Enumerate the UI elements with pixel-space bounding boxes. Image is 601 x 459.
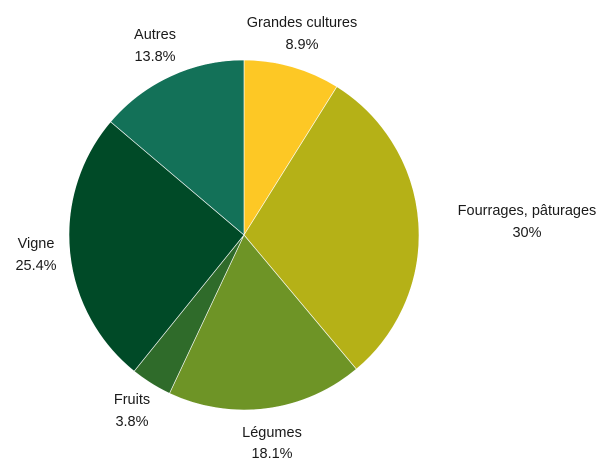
pie-slice-grandes-cultures [243, 59, 338, 237]
slice-label-legumes: Légumes 18.1% [242, 425, 302, 459]
slice-name-grandes-cultures: Grandes cultures [247, 15, 357, 31]
slice-label-autres: Autres 13.8% [134, 27, 176, 65]
slice-value-autres: 13.8% [134, 49, 175, 65]
slice-name-fruits: Fruits [114, 392, 150, 408]
slice-label-fourrages: Fourrages, pâturages 30% [458, 203, 597, 241]
slice-label-fruits: Fruits 3.8% [114, 392, 150, 430]
slice-name-legumes: Légumes [242, 425, 302, 441]
slice-name-vigne: Vigne [18, 236, 55, 252]
slice-name-autres: Autres [134, 27, 176, 43]
pie-slice-vigne [68, 121, 245, 372]
pie-slice-fourrages-paturages [243, 86, 420, 370]
slice-value-vigne: 25.4% [15, 258, 56, 274]
pie-slice-autres [110, 59, 245, 236]
slice-value-grandes-cultures: 8.9% [285, 37, 318, 53]
slice-label-vigne: Vigne 25.4% [15, 236, 56, 274]
pie-slices [68, 59, 420, 411]
slice-label-grandes-cultures: Grandes cultures 8.9% [247, 15, 357, 53]
pie-slice-legumes [169, 234, 357, 411]
slice-value-fourrages: 30% [512, 225, 541, 241]
slice-name-fourrages: Fourrages, pâturages [458, 203, 597, 219]
slice-value-legumes: 18.1% [251, 446, 292, 459]
slice-value-fruits: 3.8% [115, 414, 148, 430]
